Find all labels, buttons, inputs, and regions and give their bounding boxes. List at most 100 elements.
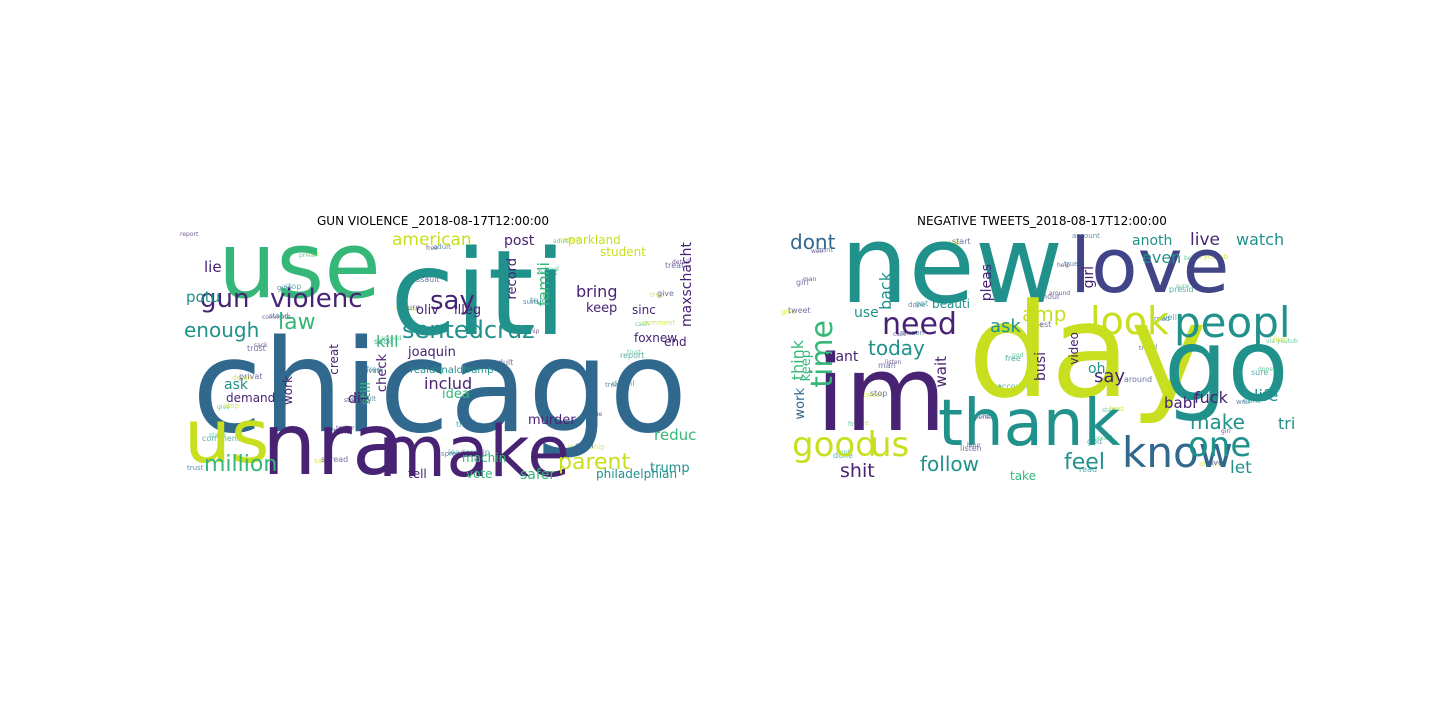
word-cloud-word: tri — [1278, 414, 1296, 433]
word-cloud-word: maxschacht — [679, 242, 695, 328]
word-cloud-filler-word: cant — [1243, 396, 1261, 405]
word-cloud-word: check — [375, 354, 390, 393]
word-cloud-filler-word: hour — [967, 442, 981, 449]
word-cloud-word: need — [882, 307, 957, 342]
word-cloud-filler-word: sack — [374, 337, 393, 346]
word-cloud-filler-word: detail — [232, 374, 252, 382]
word-cloud-word: peopl — [1174, 298, 1291, 347]
word-cloud-word: tell — [408, 467, 427, 481]
word-cloud-word: girl — [1081, 266, 1097, 289]
word-cloud-word: post — [504, 233, 535, 249]
word-cloud-filler-word: well — [1236, 398, 1250, 406]
word-cloud-word: sinc — [632, 303, 656, 317]
word-cloud-word: us — [184, 394, 270, 480]
word-cloud-word: vote — [466, 467, 493, 481]
word-cloud-filler-word: give — [217, 404, 230, 411]
word-cloud-filler-word: treat — [665, 261, 685, 270]
word-cloud-filler-word: hook — [538, 268, 558, 277]
word-cloud-filler-word: got — [990, 384, 1002, 392]
word-cloud-filler-word: read — [1079, 465, 1098, 474]
word-cloud-word: wait — [932, 356, 950, 388]
word-cloud-filler-word: stop — [344, 397, 357, 404]
word-cloud-filler-word: spread — [321, 455, 349, 464]
word-cloud-word: amp — [1022, 302, 1067, 326]
word-cloud-filler-word: start — [952, 237, 971, 246]
word-cloud-filler-word: stop — [284, 282, 302, 291]
word-cloud-filler-word: read — [1154, 315, 1170, 323]
word-cloud-word: parent — [558, 450, 631, 475]
word-cloud-word: enough — [184, 318, 260, 342]
word-cloud-word: gun — [200, 284, 250, 314]
word-cloud-filler-word: true — [1064, 260, 1079, 268]
word-cloud-filler-word: privat — [239, 372, 263, 381]
word-cloud-word: nra — [262, 395, 405, 482]
word-cloud-filler-word: hook — [418, 273, 433, 280]
word-cloud-filler-word: free — [366, 365, 382, 374]
word-cloud-word: keep — [586, 301, 618, 316]
word-cloud-filler-word: stop — [945, 239, 961, 247]
word-cloud-filler-word: tweet — [788, 306, 811, 315]
word-cloud-word: realdonaldtrump — [410, 365, 494, 376]
word-cloud-word: pleas — [979, 264, 995, 302]
word-cloud-word: anoth — [1132, 233, 1173, 249]
word-cloud-filler-word: god — [1087, 437, 1103, 446]
word-cloud-filler-word: report — [560, 236, 582, 244]
word-cloud-word: idea — [442, 387, 470, 402]
word-cloud-filler-word: comment — [642, 319, 676, 327]
word-cloud-filler-word: trust — [247, 344, 266, 353]
word-cloud-filler-word: true — [530, 296, 547, 305]
word-cloud-filler-word: true — [650, 291, 665, 299]
word-cloud-filler-word: best — [1034, 320, 1052, 329]
word-cloud-word: good — [792, 425, 877, 465]
word-cloud-word: die — [348, 391, 370, 407]
word-cloud-word: use — [218, 232, 381, 319]
word-cloud-word: busi — [1033, 352, 1049, 381]
word-cloud-word: oliv — [416, 303, 439, 318]
word-cloud-filler-word: give — [277, 284, 292, 292]
word-cloud-word: new — [840, 232, 1064, 328]
word-cloud-word: day — [968, 275, 1208, 427]
word-cloud-filler-word: sure — [403, 303, 421, 312]
word-cloud-filler-word: privat — [299, 252, 317, 259]
word-cloud-filler-word: privat — [359, 367, 380, 375]
word-cloud-word: say — [1094, 366, 1126, 387]
word-cloud-word: joaquin — [408, 345, 456, 360]
word-cloud-word: lie — [204, 258, 222, 276]
word-cloud-filler-word: sure — [523, 298, 539, 306]
word-cloud-word: dont — [790, 232, 836, 254]
word-cloud-word: keep — [799, 350, 814, 382]
word-cloud-filler-word: presid — [1094, 435, 1113, 442]
word-cloud-word: murder — [528, 413, 576, 428]
word-cloud-filler-word: person — [975, 414, 996, 421]
word-cloud-filler-word: first — [848, 421, 860, 428]
word-cloud-filler-word: account — [997, 382, 1029, 391]
word-cloud-filler-word: girl — [1146, 343, 1158, 351]
word-cloud-word: kill — [376, 332, 399, 351]
word-cloud-word: law — [278, 310, 316, 335]
word-cloud-filler-word: via youtub — [1266, 338, 1298, 345]
word-cloud-word: work — [793, 388, 808, 420]
word-cloud-word: ask — [224, 377, 248, 393]
word-cloud-word: use — [854, 305, 879, 321]
word-cloud-filler-word: cant — [893, 331, 907, 338]
word-cloud-word: famili — [534, 262, 553, 307]
word-cloud-word: let — [1230, 458, 1252, 478]
word-cloud-word: foxnew — [634, 331, 678, 345]
word-cloud-word: safer — [520, 467, 556, 482]
word-cloud-word: work — [281, 376, 295, 406]
word-cloud-filler-word: account — [1072, 232, 1100, 240]
word-cloud-word: violenc — [270, 284, 363, 314]
word-cloud-filler-word: true — [590, 411, 603, 418]
word-cloud-filler-word: around — [1199, 460, 1224, 468]
word-cloud-filler-word: sure — [1176, 283, 1189, 290]
word-cloud-word: beauti — [932, 297, 970, 311]
word-cloud-filler-word: sure — [1251, 368, 1269, 377]
word-cloud-word: babi — [1164, 394, 1197, 412]
word-cloud-filler-word: around — [1049, 290, 1071, 297]
word-cloud-filler-word: well — [811, 248, 823, 255]
word-cloud-filler-word: free — [1005, 354, 1021, 363]
word-cloud-filler-word: person — [900, 329, 924, 337]
word-cloud-gun-violence: report give sack assault leadership treat comm… — [180, 232, 700, 482]
word-cloud-filler-word: cash — [635, 321, 649, 328]
word-cloud-filler-word: cash — [515, 326, 532, 334]
